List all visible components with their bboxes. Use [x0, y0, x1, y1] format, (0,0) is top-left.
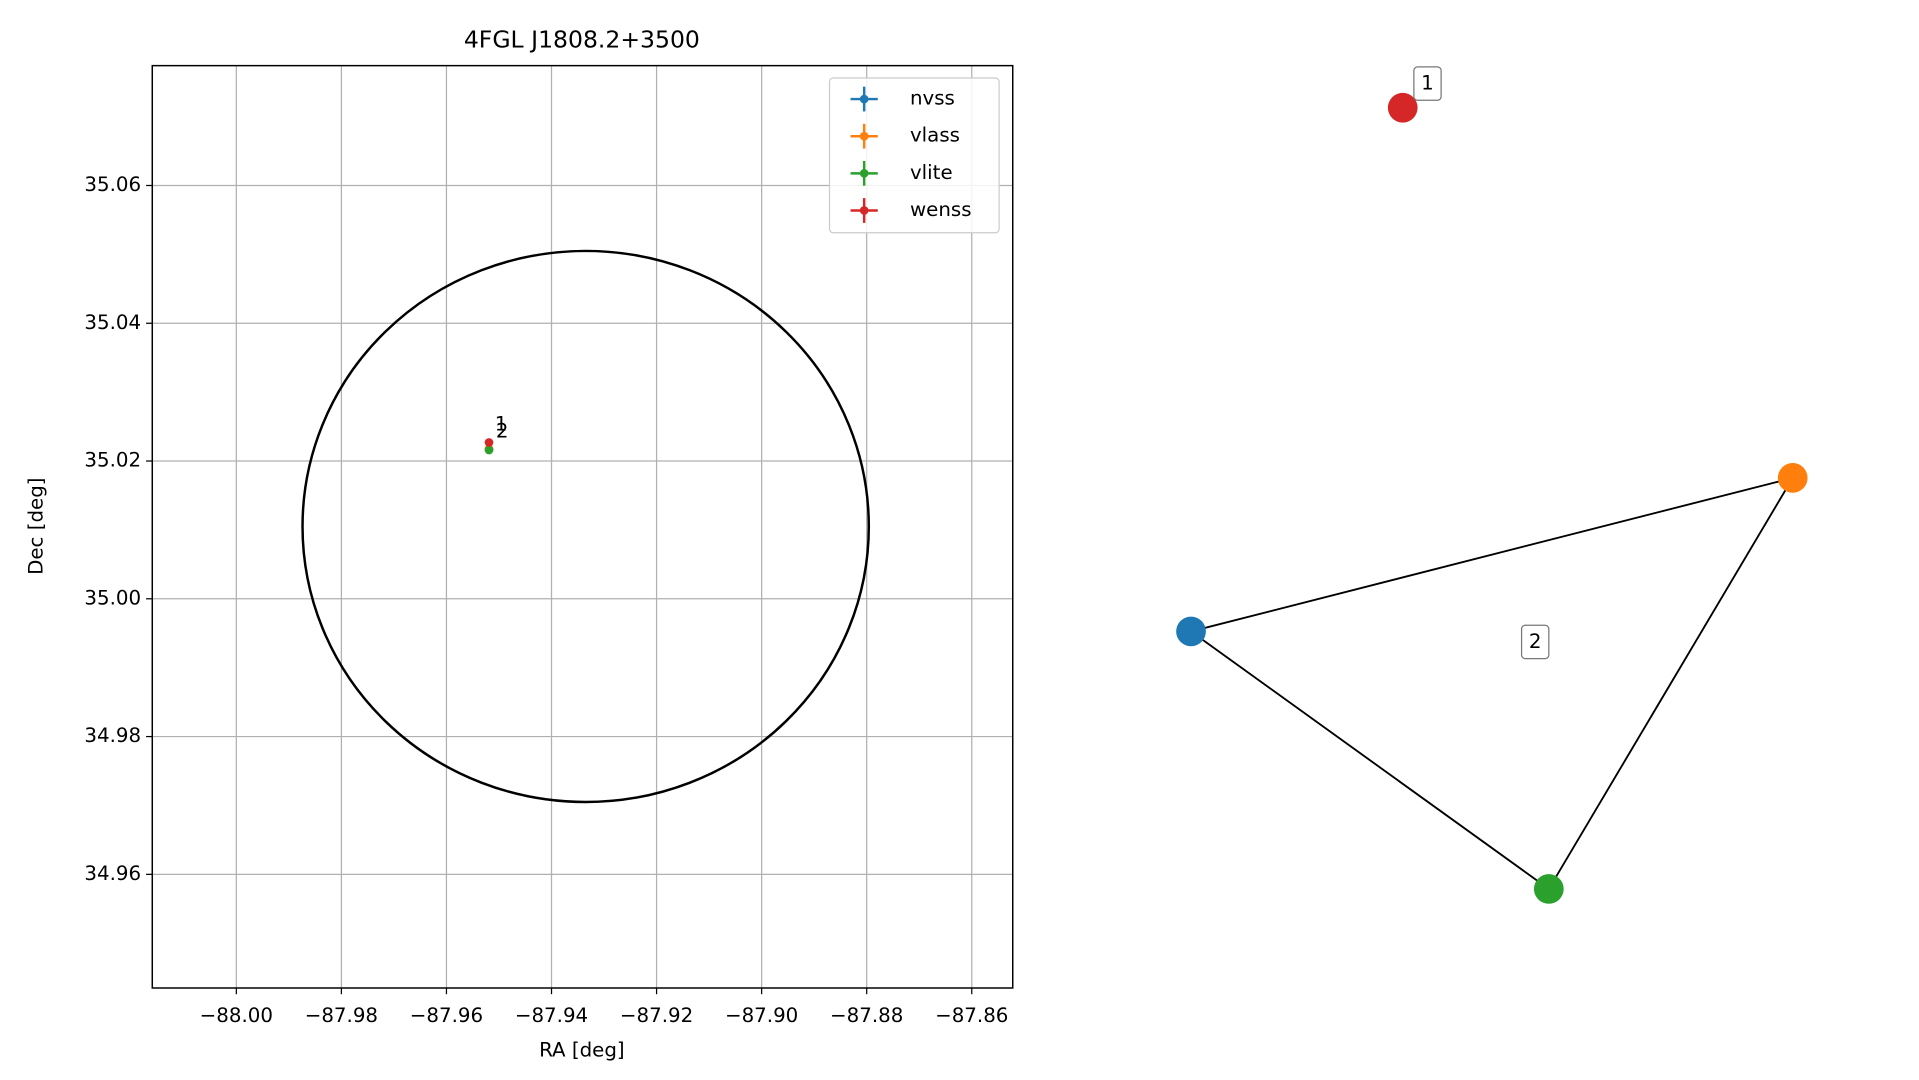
y-tick-label: 35.02: [84, 449, 141, 472]
cluster-label: 2: [496, 420, 509, 443]
x-tick-label: −87.96: [410, 1004, 483, 1027]
plot-frame: [151, 64, 1014, 989]
x-tick-label: −87.86: [935, 1004, 1008, 1027]
graph-node: [1176, 616, 1206, 647]
label-box: [1520, 624, 1550, 660]
legend-marker: [859, 206, 869, 215]
legend-label: wenss: [910, 198, 972, 221]
chart-title: 4FGL J1808.2+3500: [464, 25, 700, 53]
source-point: [484, 445, 494, 455]
x-axis-label: RA [deg]: [539, 1039, 625, 1062]
legend-marker: [859, 169, 869, 178]
x-tick-label: −87.92: [620, 1004, 693, 1027]
legend-box: [828, 77, 1000, 234]
x-tick-label: −87.90: [725, 1004, 798, 1027]
cluster-label: 2: [1529, 630, 1542, 653]
graph-node: [1387, 92, 1418, 123]
source-point: [484, 438, 494, 447]
graph-node: [1777, 463, 1808, 493]
legend-label: vlite: [910, 161, 953, 184]
label-box: [1413, 66, 1442, 101]
localization-region: [301, 249, 871, 804]
cluster-label: 1: [495, 413, 508, 436]
legend-marker: [859, 94, 869, 104]
legend-marker: [859, 131, 869, 141]
x-tick-label: −87.94: [515, 1004, 588, 1027]
y-tick-label: 35.00: [84, 586, 141, 609]
graph-node: [1533, 874, 1564, 904]
y-axis-label: Dec [deg]: [25, 478, 48, 575]
legend-label: nvss: [910, 87, 955, 110]
y-tick-label: 34.96: [84, 862, 141, 885]
x-tick-label: −87.88: [830, 1004, 903, 1027]
x-tick-label: −87.98: [305, 1004, 378, 1027]
graph-edge: [1190, 630, 1550, 890]
graph-edge: [1190, 477, 1793, 633]
y-tick-label: 35.04: [84, 311, 141, 334]
graph-edge: [1548, 477, 1794, 890]
x-tick-label: −88.00: [200, 1004, 273, 1027]
y-tick-label: 34.98: [84, 724, 141, 747]
cluster-label: 1: [1421, 72, 1434, 95]
y-tick-label: 35.06: [84, 173, 141, 196]
legend-label: vlass: [910, 124, 960, 147]
